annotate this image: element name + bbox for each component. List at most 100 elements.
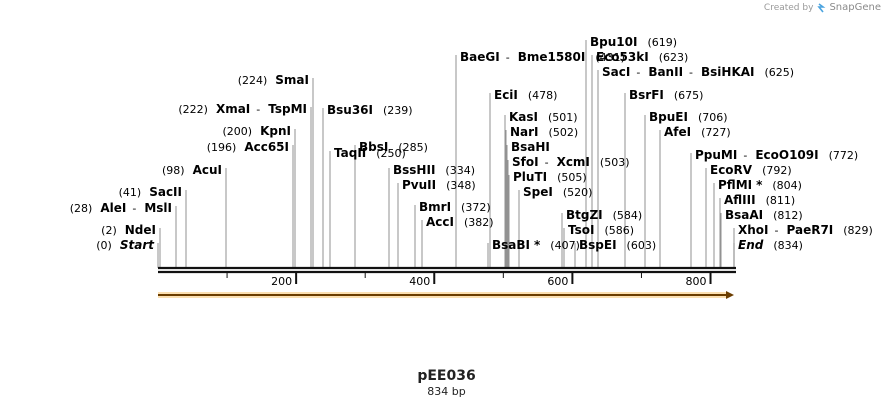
site-position: (586) — [604, 224, 634, 237]
site-position: (348) — [446, 179, 476, 192]
ruler-tick-label: 200 — [271, 275, 292, 288]
site-separator: - — [689, 66, 693, 79]
enzyme-name: Bpu10I — [590, 35, 637, 49]
plasmid-length: 834 bp — [427, 385, 466, 398]
enzyme-name: TaqII — [334, 146, 366, 160]
enzyme-name: BmrI — [419, 200, 451, 214]
enzyme-name: SacII — [149, 185, 182, 199]
site-position: (503) — [600, 156, 630, 169]
site-label[interactable]: Bsu36I (239) — [327, 103, 413, 117]
site-position: (98) — [162, 164, 185, 177]
enzyme-name: SpeI — [523, 185, 553, 199]
enzyme-name: EcoRV — [710, 163, 753, 177]
site-position: (478) — [528, 89, 558, 102]
site-label[interactable]: PvuII (348) — [402, 178, 476, 192]
site-label[interactable]: (222) XmaI - TspMI — [178, 102, 307, 116]
site-label[interactable]: AflIII (811) — [724, 193, 795, 207]
enzyme-name: KasI — [509, 110, 538, 124]
site-labels: (0) Start(2) NdeI (28) AleI - MslI (41) SacII (98… — [70, 35, 873, 252]
site-label[interactable]: (98) AcuI — [162, 163, 222, 177]
enzyme-name: BaeGI — [460, 50, 500, 64]
site-label[interactable]: SfoI - XcmI (503) — [512, 155, 630, 169]
site-label[interactable]: PpuMI - EcoO109I (772) — [695, 148, 858, 162]
site-label[interactable]: BpuEI (706) — [649, 110, 728, 124]
enzyme-name: TspMI — [268, 102, 307, 116]
site-position: (727) — [701, 126, 731, 139]
site-position: (2) — [101, 224, 117, 237]
enzyme-name: PpuMI — [695, 148, 737, 162]
site-leader-lines — [157, 40, 735, 268]
site-position: (623) — [659, 51, 689, 64]
site-separator: - — [506, 51, 510, 64]
site-position: (811) — [766, 194, 796, 207]
credit-text: Created by — [763, 2, 814, 13]
enzyme-name: SmaI — [275, 73, 309, 87]
site-label[interactable]: BsrFI (675) — [629, 88, 703, 102]
site-position: (834) — [773, 239, 803, 252]
enzyme-name: BsrFI — [629, 88, 664, 102]
site-label[interactable]: (0) Start — [96, 238, 155, 252]
site-label[interactable]: Eco53kI (623) — [596, 50, 688, 64]
site-position: (812) — [773, 209, 803, 222]
site-label[interactable]: EcoRV (792) — [710, 163, 792, 177]
site-label[interactable]: PluTI (505) — [513, 170, 587, 184]
site-label[interactable]: (196) Acc65I — [207, 140, 289, 154]
feature-arrowhead[interactable] — [726, 291, 734, 299]
site-separator: - — [545, 156, 549, 169]
site-label[interactable]: EciI (478) — [494, 88, 557, 102]
site-label[interactable]: BspEI (603) — [579, 238, 656, 252]
plasmid-name: pEE036 — [417, 368, 476, 384]
site-label[interactable]: BaeGI - Bme1580I (431) — [460, 50, 625, 64]
enzyme-name: BsaHI — [511, 140, 550, 154]
enzyme-name: Start — [120, 238, 155, 252]
site-label[interactable]: SpeI (520) — [523, 185, 592, 199]
site-separator: - — [775, 224, 779, 237]
site-label[interactable]: SacI - BanII - BsiHKAI (625) — [602, 65, 794, 79]
site-label[interactable]: NarI (502) — [510, 125, 578, 139]
site-position: (407) — [550, 239, 580, 252]
site-label[interactable]: XhoI - PaeR7I (829) — [738, 223, 873, 237]
site-label[interactable]: (224) SmaI — [238, 73, 309, 87]
ruler-tick-label: 800 — [686, 275, 707, 288]
site-label[interactable]: (2) NdeI — [101, 223, 156, 237]
site-label[interactable]: AccI (382) — [426, 215, 494, 229]
site-position: (584) — [613, 209, 643, 222]
enzyme-name: BpuEI — [649, 110, 688, 124]
site-label[interactable]: KasI (501) — [509, 110, 578, 124]
site-position: (431) — [595, 51, 625, 64]
site-label[interactable]: (41) SacII — [119, 185, 182, 199]
site-label[interactable]: TsoI (586) — [568, 223, 634, 237]
site-label[interactable]: Bpu10I (619) — [590, 35, 677, 49]
feature-arrow[interactable] — [158, 291, 734, 299]
site-separator: - — [132, 202, 136, 215]
site-label[interactable]: BssHII (334) — [393, 163, 475, 177]
site-position: (382) — [464, 216, 494, 229]
site-label[interactable]: BmrI (372) — [419, 200, 491, 214]
site-label[interactable]: AfeI (727) — [664, 125, 731, 139]
site-position: (41) — [119, 186, 142, 199]
enzyme-name: XhoI — [738, 223, 769, 237]
site-label[interactable]: PflMI * (804) — [718, 178, 802, 192]
site-label[interactable]: (200) KpnI — [223, 124, 292, 138]
site-label[interactable]: BbsI (285) — [359, 140, 428, 154]
site-separator: - — [636, 66, 640, 79]
enzyme-name: Acc65I — [244, 140, 289, 154]
site-position: (804) — [772, 179, 802, 192]
site-label[interactable]: BsaAI (812) — [725, 208, 803, 222]
site-label[interactable]: TaqII (250) — [334, 146, 406, 160]
enzyme-name: BspEI — [579, 238, 617, 252]
site-label[interactable]: BtgZI (584) — [566, 208, 642, 222]
sequence-backbone: 200 400 600 800 — [158, 266, 736, 288]
enzyme-name: BsaAI — [725, 208, 763, 222]
site-label[interactable]: (28) AleI - MslI — [70, 201, 172, 215]
site-position: (224) — [238, 74, 268, 87]
site-position: (520) — [563, 186, 593, 199]
snapgene-logo-icon — [817, 2, 826, 12]
site-separator: - — [256, 103, 260, 116]
site-label[interactable]: BsaBI * (407) — [492, 238, 580, 252]
enzyme-name: BssHII — [393, 163, 435, 177]
site-label[interactable]: End (834) — [738, 238, 803, 252]
snapgene-credit: Created by SnapGene — [764, 2, 881, 13]
site-label[interactable]: BsaHI — [511, 140, 550, 154]
site-position: (334) — [445, 164, 475, 177]
